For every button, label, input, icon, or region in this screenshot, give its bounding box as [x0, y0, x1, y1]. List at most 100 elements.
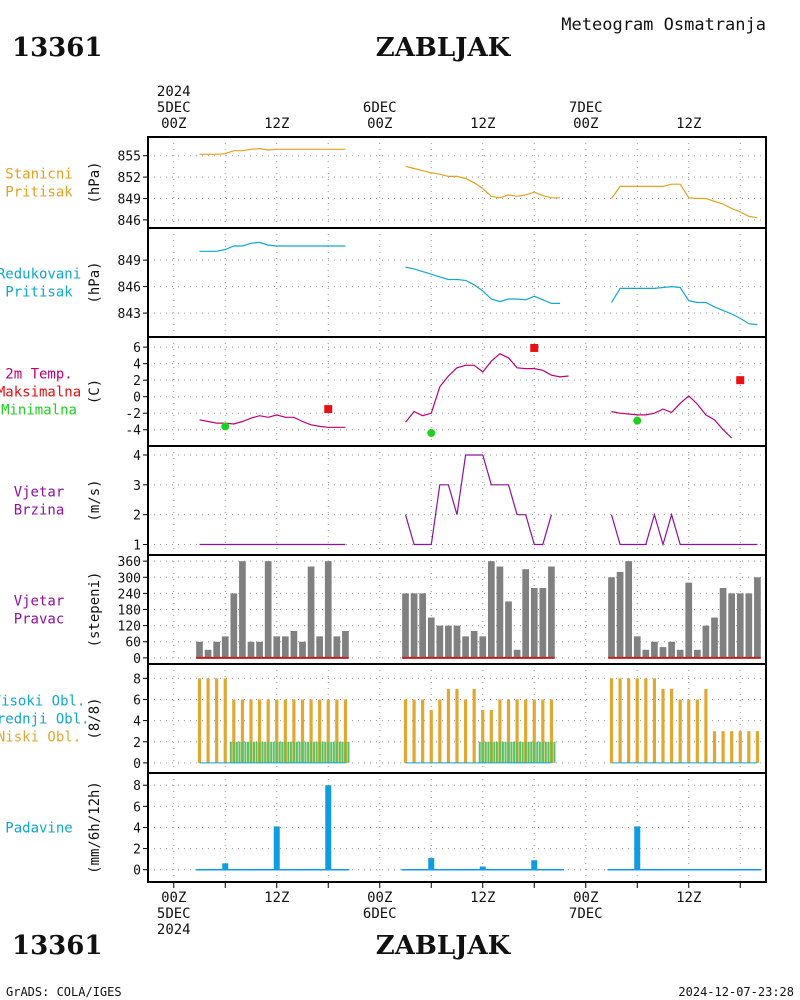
bar — [745, 593, 753, 658]
station-name-bottom: ZABLJAK — [376, 931, 512, 961]
mid-cloud-bar — [495, 741, 498, 763]
series-line — [610, 285, 758, 326]
bar — [273, 636, 281, 658]
low-cloud-bar — [687, 699, 691, 763]
top-time-label: 12Z — [676, 116, 701, 132]
series-line — [405, 266, 560, 304]
mid-cloud-bar — [481, 741, 484, 763]
y-axis-label: (C) — [87, 379, 103, 404]
low-cloud-bar — [197, 678, 202, 763]
bar — [470, 630, 478, 658]
low-cloud-bar — [421, 699, 425, 763]
series-line — [610, 512, 758, 547]
bar — [487, 561, 495, 658]
y-tick-label: -2 — [125, 407, 141, 422]
low-cloud-bar — [438, 699, 442, 763]
mid-cloud-bar — [313, 741, 316, 763]
series-line — [199, 241, 346, 252]
bar — [531, 860, 538, 870]
bar — [736, 593, 744, 658]
mid-cloud-bar — [504, 741, 507, 763]
mid-cloud-bar — [255, 741, 258, 763]
panel-label: Vjetar — [14, 594, 65, 610]
mid-cloud-bar — [229, 741, 232, 763]
mid-cloud-bar — [510, 741, 513, 763]
y-tick-label: 240 — [118, 587, 141, 602]
y-tick-label: 2 — [133, 736, 141, 751]
bar — [281, 636, 289, 658]
low-cloud-bar — [549, 699, 554, 763]
mid-cloud-bar — [341, 741, 344, 763]
low-cloud-bar — [652, 678, 657, 763]
low-cloud-bar — [412, 699, 416, 763]
max-temp-marker — [736, 376, 745, 385]
top-time-label: 00Z — [367, 116, 392, 132]
mid-cloud-bar — [487, 741, 490, 763]
panel-6: 0 2 4 6 8 Visoki Obl. Srednji Obl. Niski Obl. (8… — [0, 663, 767, 774]
panel-label: Padavine — [5, 821, 72, 837]
low-cloud-bar — [240, 699, 245, 763]
mid-cloud-bar — [261, 741, 264, 763]
low-cloud-bar — [343, 699, 348, 763]
y-tick-label: 4 — [133, 821, 141, 836]
mid-cloud-bar — [516, 741, 519, 763]
low-cloud-bar — [232, 699, 236, 763]
min-temp-marker — [221, 422, 230, 431]
top-time-label: 00Z — [161, 116, 186, 132]
y-tick-label: 0 — [133, 652, 141, 667]
mid-cloud-bar — [289, 741, 292, 763]
y-axis-label: (hPa) — [87, 161, 103, 203]
bar — [522, 569, 530, 658]
panel-frame — [147, 227, 767, 338]
low-cloud-bar — [541, 699, 545, 763]
bar — [728, 593, 736, 658]
top-time-label: 12Z — [470, 116, 495, 132]
panel-frame — [147, 336, 767, 447]
credit-text: GrADS: COLA/IGES — [6, 985, 122, 999]
y-tick-label: 6 — [133, 341, 141, 356]
low-cloud-bar — [721, 731, 725, 763]
bar — [333, 636, 341, 658]
low-cloud-bar — [455, 688, 459, 763]
bar — [530, 588, 538, 658]
bottom-time-label: 12Z — [470, 890, 495, 906]
panel-frame — [147, 445, 767, 556]
series-line — [404, 454, 552, 546]
top-time-label: 5DEC — [157, 100, 191, 116]
bar — [256, 641, 263, 658]
y-tick-label: 843 — [118, 307, 141, 322]
low-cloud-bar — [257, 699, 262, 763]
low-cloud-bar — [506, 699, 511, 763]
mid-cloud-bar — [541, 741, 544, 763]
low-cloud-bar — [249, 699, 253, 763]
mid-cloud-bar — [536, 741, 539, 763]
y-tick-label: 4 — [133, 715, 141, 730]
bar — [213, 641, 221, 658]
bar — [479, 636, 487, 658]
y-tick-label: 0 — [133, 864, 141, 879]
y-tick-label: 6 — [133, 800, 141, 815]
mid-cloud-bar — [235, 741, 238, 763]
panel-label: Pritisak — [5, 285, 73, 301]
y-tick-label: 360 — [118, 555, 141, 570]
station-id-bottom: 13361 — [12, 931, 102, 961]
panel-label: Niski Obl. — [0, 730, 81, 746]
mid-cloud-bar — [270, 741, 273, 763]
y-tick-label: 300 — [118, 571, 141, 586]
bar — [273, 826, 280, 870]
bar — [230, 593, 238, 658]
mid-cloud-bar — [547, 741, 550, 763]
panel-label: Srednji Obl. — [0, 712, 90, 728]
max-temp-marker — [530, 343, 539, 352]
bar — [702, 625, 710, 658]
panel-1: 846 849 852 855 Stanicni Pritisak (hPa) — [5, 136, 767, 229]
mid-cloud-bar — [338, 741, 341, 763]
bar — [428, 858, 435, 870]
mid-cloud-bar — [304, 741, 307, 763]
bar — [204, 649, 212, 658]
mid-cloud-bar — [244, 741, 247, 763]
mid-cloud-bar — [278, 741, 281, 763]
low-cloud-bar — [515, 699, 519, 763]
